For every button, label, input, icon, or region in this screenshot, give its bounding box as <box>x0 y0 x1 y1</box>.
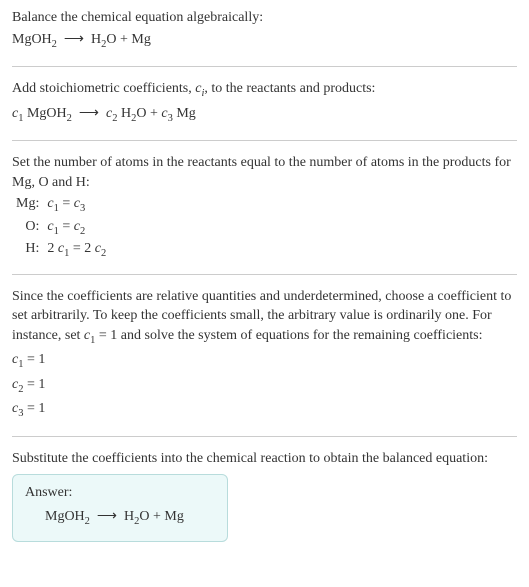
plus: + <box>150 106 158 121</box>
intro-text: Substitute the coefficients into the che… <box>12 449 517 469</box>
species: H <box>91 32 101 47</box>
solution-row: c3 = 1 <box>12 399 517 421</box>
reactant: MgOH2 <box>12 32 57 47</box>
factor: 2 <box>84 241 95 256</box>
answer-label: Answer: <box>25 483 215 503</box>
species: O <box>139 509 149 524</box>
equals: = 1 <box>23 401 45 416</box>
equals: = 1 <box>23 377 45 392</box>
species: H <box>124 509 134 524</box>
subscript: 3 <box>80 203 85 214</box>
equals: = 1 <box>95 328 117 343</box>
answer-box: Answer: MgOH2 ⟶ H2O + Mg <box>12 474 228 542</box>
factor: 2 <box>47 241 58 256</box>
subscript: 2 <box>52 38 57 49</box>
subscript: 2 <box>101 248 106 259</box>
species: MgOH <box>45 509 85 524</box>
unbalanced-equation: MgOH2 ⟶ H2O + Mg <box>12 30 517 52</box>
solution-row: c1 = 1 <box>12 350 517 372</box>
atom-balance-table: Mg: c1 = c3 O: c1 = c2 H: 2 c1 = 2 c2 <box>12 194 110 261</box>
element-label: O: <box>12 217 43 239</box>
species: MgOH <box>12 32 52 47</box>
section-atom-balance: Set the number of atoms in the reactants… <box>12 153 517 275</box>
equals: = <box>59 219 74 234</box>
species: O <box>136 106 146 121</box>
species: O <box>106 32 116 47</box>
coefficient-equation: c1 MgOH2 ⟶ c2 H2O + c3 Mg <box>12 104 517 126</box>
balanced-equation: MgOH2 ⟶ H2O + Mg <box>25 507 215 529</box>
subscript: 2 <box>67 112 72 123</box>
equals: = 1 <box>23 352 45 367</box>
product-2: Mg <box>164 509 183 524</box>
section-add-coefficients: Add stoichiometric coefficients, ci, to … <box>12 79 517 141</box>
text: , to the reactants and products: <box>204 81 375 96</box>
intro-text: Since the coefficients are relative quan… <box>12 287 517 349</box>
species: H <box>117 106 131 121</box>
table-row: H: 2 c1 = 2 c2 <box>12 239 110 261</box>
arrow: ⟶ <box>97 509 117 524</box>
product-1: H2O <box>124 509 150 524</box>
arrow: ⟶ <box>64 32 84 47</box>
subscript: 2 <box>80 226 85 237</box>
plus: + <box>153 509 161 524</box>
balance-eqn: 2 c1 = 2 c2 <box>43 239 110 261</box>
section-balance-intro: Balance the chemical equation algebraica… <box>12 8 517 67</box>
arrow: ⟶ <box>79 106 99 121</box>
equals: = <box>69 241 84 256</box>
section-answer: Substitute the coefficients into the che… <box>12 449 517 543</box>
product-1: H2O <box>91 32 117 47</box>
section-solve: Since the coefficients are relative quan… <box>12 287 517 437</box>
element-label: H: <box>12 239 43 261</box>
product-2: Mg <box>131 32 150 47</box>
species: Mg <box>173 106 196 121</box>
intro-text: Add stoichiometric coefficients, ci, to … <box>12 79 517 101</box>
solution-row: c2 = 1 <box>12 375 517 397</box>
intro-text: Balance the chemical equation algebraica… <box>12 8 517 28</box>
table-row: O: c1 = c2 <box>12 217 110 239</box>
subscript: 2 <box>85 516 90 527</box>
text: and solve the system of equations for th… <box>117 328 482 343</box>
element-label: Mg: <box>12 194 43 216</box>
balance-eqn: c1 = c2 <box>43 217 110 239</box>
balance-eqn: c1 = c3 <box>43 194 110 216</box>
intro-text: Set the number of atoms in the reactants… <box>12 153 517 192</box>
reactant: MgOH2 <box>45 509 90 524</box>
species: MgOH <box>23 106 66 121</box>
plus: + <box>120 32 128 47</box>
table-row: Mg: c1 = c3 <box>12 194 110 216</box>
text: Add stoichiometric coefficients, <box>12 81 195 96</box>
equals: = <box>59 196 74 211</box>
